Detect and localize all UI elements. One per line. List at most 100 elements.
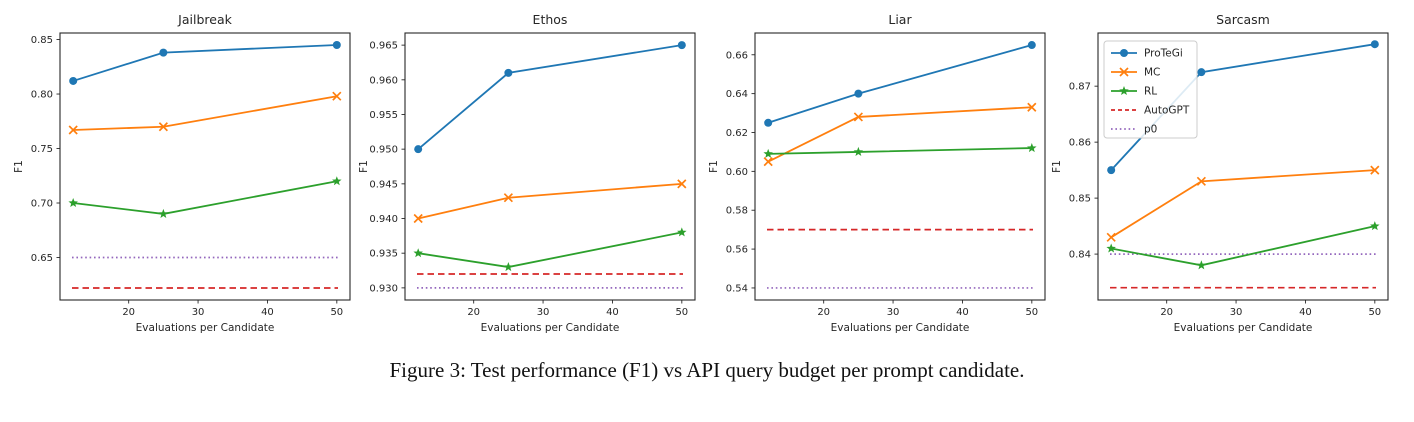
series-line-rl: [768, 147, 1032, 155]
x-axis-label: Evaluations per Candidate: [831, 322, 970, 334]
y-axis-label: F1: [1051, 160, 1063, 173]
series-line-mc: [417, 182, 682, 220]
circle-marker: [1120, 49, 1128, 57]
star-marker: [1119, 86, 1129, 96]
tick-label: 50: [1368, 307, 1381, 318]
circle-marker: [677, 41, 686, 50]
tick-label: 0.960: [369, 75, 398, 86]
tick-label: 0.85: [1069, 194, 1091, 205]
tick-label: 30: [192, 307, 205, 318]
circle-marker: [764, 118, 773, 127]
tick-label: 0.87: [1069, 82, 1091, 93]
series-line-mc: [1110, 169, 1375, 239]
tick-label: 0.65: [31, 253, 53, 264]
tick-label: 30: [1230, 307, 1243, 318]
chart-liar-svg: Liar Evaluations per Candidate F1 20 30 40 50 0…: [708, 12, 1046, 334]
star-marker: [332, 176, 342, 186]
plot-border: [754, 32, 1046, 301]
star-marker: [677, 227, 687, 237]
circle-marker: [414, 145, 423, 154]
tick-label: 0.70: [31, 199, 53, 210]
star-marker: [503, 262, 514, 272]
tick-label: 30: [887, 307, 900, 318]
tick-label: 20: [122, 307, 135, 318]
tick-label: 0.80: [31, 90, 53, 101]
chart-liar: Liar Evaluations per Candidate F1 20 30 40 50 0…: [705, 5, 1058, 345]
tick-label: 0.85: [31, 35, 53, 46]
tick-label: 0.54: [726, 283, 748, 294]
circle-marker: [159, 48, 168, 57]
y-axis-label: F1: [13, 160, 25, 173]
tick-label: 0.955: [369, 110, 398, 121]
figure-caption: Figure 3: Test performance (F1) vs API q…: [389, 358, 1025, 382]
x-axis-label: Evaluations per Candidate: [136, 322, 275, 334]
tick-label: 20: [817, 307, 830, 318]
chart-title: Sarcasm: [1216, 12, 1270, 27]
tick-label: 0.66: [726, 50, 748, 61]
legend-label: AutoGPT: [1144, 105, 1190, 117]
tick-label: 0.935: [369, 249, 398, 260]
x-marker: [503, 193, 513, 203]
star-marker: [1370, 221, 1380, 231]
legend-label: p0: [1144, 124, 1157, 136]
tick-label: 0.64: [726, 89, 748, 100]
x-marker: [763, 157, 773, 167]
tick-label: 0.75: [31, 144, 53, 155]
tick-label: 0.84: [1069, 250, 1091, 261]
star-marker: [763, 148, 773, 158]
star-marker: [1106, 243, 1116, 253]
chart-ethos: Ethos Evaluations per Candidate F1 20 30 40 50…: [355, 5, 708, 345]
tick-label: 40: [1299, 307, 1312, 318]
circle-marker: [69, 76, 78, 85]
x-marker: [1119, 67, 1129, 77]
star-marker: [68, 198, 78, 208]
legend-box: [1103, 40, 1198, 139]
series-line-mc: [73, 95, 337, 131]
series-line-rl: [418, 231, 682, 268]
tick-label: 50: [330, 307, 343, 318]
star-marker: [1196, 260, 1207, 270]
chart-jailbreak-svg: Jailbreak Evaluations per Candidate F1 20 30…: [13, 12, 351, 334]
x-marker: [158, 122, 168, 132]
tick-label: 0.60: [726, 167, 748, 178]
chart-sarcasm-svg: Sarcasm Evaluations per Candidate F1 20 30 40…: [1051, 12, 1389, 334]
tick-label: 40: [261, 307, 274, 318]
x-marker: [1370, 165, 1380, 175]
tick-label: 50: [675, 307, 688, 318]
x-marker: [1027, 102, 1037, 112]
legend-label: RL: [1144, 86, 1157, 98]
star-marker: [853, 146, 864, 156]
tick-label: 0.58: [726, 206, 748, 217]
star-marker: [158, 208, 169, 218]
circle-marker: [1027, 41, 1036, 50]
tick-label: 0.56: [726, 245, 748, 256]
star-marker: [413, 248, 423, 258]
circle-marker: [504, 68, 513, 77]
circle-marker: [1197, 68, 1206, 77]
chart-title: Ethos: [533, 12, 568, 27]
y-axis-label: F1: [358, 160, 370, 173]
tick-label: 0.86: [1069, 138, 1091, 149]
circle-marker: [1370, 40, 1379, 49]
x-marker: [1106, 232, 1116, 242]
tick-label: 0.950: [369, 145, 398, 156]
series-line-protegi: [767, 44, 1033, 124]
tick-label: 0.940: [369, 214, 398, 225]
tick-label: 40: [956, 307, 969, 318]
chart-jailbreak: Jailbreak Evaluations per Candidate F1 20 30…: [10, 5, 363, 345]
plot-border: [404, 32, 696, 301]
x-marker: [1196, 176, 1206, 186]
series-line-rl: [1111, 225, 1376, 267]
x-marker: [853, 112, 863, 122]
x-axis-label: Evaluations per Candidate: [481, 322, 620, 334]
tick-label: 20: [467, 307, 480, 318]
legend-label: ProTeGi: [1144, 48, 1183, 60]
x-marker: [413, 213, 423, 224]
circle-marker: [854, 89, 863, 98]
series-line-rl: [73, 180, 337, 215]
x-axis-label: Evaluations per Candidate: [1174, 322, 1313, 334]
tick-label: 0.965: [369, 41, 398, 52]
x-marker: [68, 125, 78, 135]
tick-label: 50: [1025, 307, 1038, 318]
